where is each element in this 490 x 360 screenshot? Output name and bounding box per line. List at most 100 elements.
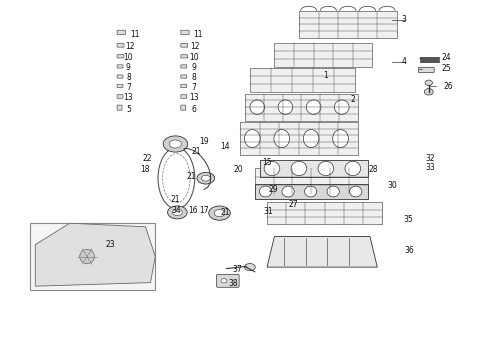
Text: 15: 15 <box>262 158 272 167</box>
Text: 14: 14 <box>220 143 230 152</box>
FancyBboxPatch shape <box>117 55 124 58</box>
Text: 2: 2 <box>350 95 355 104</box>
Ellipse shape <box>197 172 215 184</box>
Ellipse shape <box>345 161 361 176</box>
Text: 21: 21 <box>186 172 196 181</box>
Text: 35: 35 <box>403 215 413 224</box>
Bar <box>274 43 372 67</box>
Text: 20: 20 <box>234 165 244 174</box>
Text: 13: 13 <box>123 94 133 103</box>
Text: 3: 3 <box>402 15 407 24</box>
FancyBboxPatch shape <box>181 30 189 35</box>
Ellipse shape <box>282 186 294 197</box>
FancyBboxPatch shape <box>181 105 186 110</box>
Text: 12: 12 <box>125 42 135 51</box>
Ellipse shape <box>214 210 225 217</box>
Ellipse shape <box>304 186 317 197</box>
FancyBboxPatch shape <box>117 44 124 47</box>
Text: 23: 23 <box>105 240 115 248</box>
FancyBboxPatch shape <box>217 274 239 287</box>
FancyBboxPatch shape <box>117 95 123 98</box>
Text: 25: 25 <box>441 64 451 73</box>
Bar <box>260 160 368 177</box>
FancyBboxPatch shape <box>117 105 122 110</box>
Ellipse shape <box>201 175 210 181</box>
Text: 18: 18 <box>140 166 149 175</box>
Ellipse shape <box>260 186 271 197</box>
Polygon shape <box>35 223 155 286</box>
Ellipse shape <box>274 130 290 148</box>
Text: 21: 21 <box>220 208 230 217</box>
Text: 9: 9 <box>191 63 196 72</box>
Text: 4: 4 <box>402 57 407 66</box>
Ellipse shape <box>221 279 227 283</box>
Ellipse shape <box>306 100 321 114</box>
Bar <box>299 11 397 38</box>
FancyBboxPatch shape <box>117 65 123 68</box>
Ellipse shape <box>327 186 339 197</box>
Ellipse shape <box>245 264 255 271</box>
Text: 28: 28 <box>368 165 378 174</box>
Text: 21: 21 <box>191 147 201 156</box>
Text: 19: 19 <box>199 137 209 146</box>
Ellipse shape <box>333 130 348 148</box>
Bar <box>255 168 368 194</box>
FancyBboxPatch shape <box>181 75 187 78</box>
FancyBboxPatch shape <box>181 95 187 98</box>
Text: 32: 32 <box>425 154 435 163</box>
FancyBboxPatch shape <box>117 84 123 87</box>
Ellipse shape <box>209 206 230 220</box>
Ellipse shape <box>278 100 293 114</box>
Text: 11: 11 <box>194 30 203 39</box>
Text: 8: 8 <box>191 73 196 82</box>
Text: 9: 9 <box>126 63 131 72</box>
Bar <box>30 223 155 290</box>
Text: 7: 7 <box>126 83 131 92</box>
FancyBboxPatch shape <box>117 30 125 35</box>
Ellipse shape <box>318 161 334 176</box>
Ellipse shape <box>170 140 181 148</box>
Text: 7: 7 <box>191 83 196 92</box>
Text: 22: 22 <box>142 154 152 163</box>
Ellipse shape <box>291 161 307 176</box>
Ellipse shape <box>334 100 349 114</box>
Text: 13: 13 <box>189 94 198 103</box>
Text: 36: 36 <box>404 246 414 255</box>
Bar <box>255 184 368 199</box>
Text: 30: 30 <box>387 181 397 190</box>
Text: 8: 8 <box>126 73 131 82</box>
Text: 21: 21 <box>171 195 180 204</box>
Bar <box>267 202 382 224</box>
FancyBboxPatch shape <box>418 67 434 72</box>
Ellipse shape <box>250 100 265 114</box>
Text: 24: 24 <box>441 53 451 62</box>
Ellipse shape <box>303 130 319 148</box>
FancyBboxPatch shape <box>181 84 187 87</box>
Text: 38: 38 <box>228 279 238 288</box>
Ellipse shape <box>80 249 95 264</box>
Text: 26: 26 <box>443 82 453 91</box>
Text: 12: 12 <box>190 42 200 51</box>
Ellipse shape <box>349 186 362 197</box>
Text: 6: 6 <box>191 105 196 114</box>
Ellipse shape <box>425 80 433 85</box>
Ellipse shape <box>163 136 188 152</box>
FancyBboxPatch shape <box>181 65 187 68</box>
Bar <box>250 68 355 92</box>
Ellipse shape <box>172 209 182 216</box>
Text: 5: 5 <box>126 105 131 114</box>
FancyBboxPatch shape <box>181 55 188 58</box>
FancyBboxPatch shape <box>181 44 188 47</box>
Text: 29: 29 <box>269 185 278 194</box>
Text: 33: 33 <box>425 163 435 172</box>
Ellipse shape <box>245 130 260 148</box>
Text: 10: 10 <box>123 53 133 62</box>
Text: 31: 31 <box>264 207 273 216</box>
Polygon shape <box>267 237 377 267</box>
Text: 37: 37 <box>233 266 243 275</box>
Text: 34: 34 <box>172 206 181 215</box>
Text: 10: 10 <box>189 53 198 62</box>
Ellipse shape <box>424 89 433 95</box>
Ellipse shape <box>264 161 280 176</box>
Text: 11: 11 <box>130 30 140 39</box>
